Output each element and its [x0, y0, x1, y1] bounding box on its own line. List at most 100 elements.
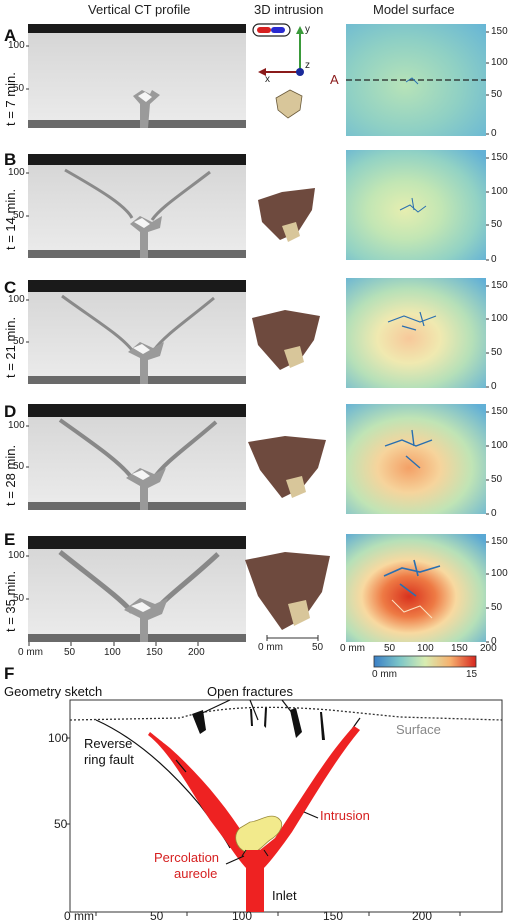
intrusion-label: Intrusion: [320, 808, 370, 823]
ct-tick-marks: [26, 45, 199, 646]
ct-x-tick: 0 mm: [18, 647, 43, 658]
ct-y-tick: 50: [13, 83, 25, 94]
surface-x-tick: 150: [451, 643, 468, 654]
surface-y-tick: 50: [491, 347, 503, 358]
sketch-x-tick: 200: [412, 909, 433, 923]
sketch-x-tick: 0 mm: [64, 909, 94, 923]
model-surface-d: [346, 404, 486, 514]
header-3d-intrusion: 3D intrusion: [254, 2, 324, 17]
percolation-aureole: [235, 815, 283, 854]
reverse-ring-fault-label-2: ring fault: [84, 752, 134, 767]
surface-y-tick: 0: [491, 254, 497, 265]
surface-y-tick: 100: [491, 313, 508, 324]
surface-x-tick: 0 mm: [340, 643, 365, 654]
open-fractures-label: Open fractures: [207, 684, 293, 699]
sketch-title: Geometry sketch: [4, 684, 103, 699]
sketch-axes: [66, 699, 503, 916]
surface-y-tick: 0: [491, 636, 497, 647]
axis-label-x: x: [265, 74, 270, 85]
sketch-x-tick: 100: [232, 909, 253, 923]
colorbar-min-label: 0 mm: [372, 669, 397, 680]
intrusion-scale-fifty: 50: [312, 642, 324, 653]
row-label-b: B: [4, 150, 17, 169]
axis-label-z: z: [305, 60, 310, 71]
row-label-c: C: [4, 278, 17, 297]
surface-x-tick: 200: [480, 643, 497, 654]
intrusion-3d-e: [245, 552, 330, 630]
axis-label-y: y: [305, 24, 310, 35]
surface-y-tick: 100: [491, 57, 508, 68]
surface-y-tick: 0: [491, 381, 497, 392]
ct-y-tick: 100: [8, 167, 25, 178]
ct-y-tick: 50: [13, 461, 25, 472]
intrusion-scale-zero: 0 mm: [258, 642, 283, 653]
fracture-leader-2: [249, 699, 259, 721]
ct-x-tick: 100: [104, 647, 121, 658]
ct-y-tick: 50: [13, 336, 25, 347]
surface-y-tick: 50: [491, 219, 503, 230]
reverse-ring-fault-label-1: Reverse: [84, 736, 133, 751]
time-label-a: t = 7 min.: [3, 72, 18, 126]
colorbar-max-label: 15: [466, 669, 478, 680]
header-ct-profile: Vertical CT profile: [88, 2, 191, 17]
inlet-edges: [241, 849, 269, 857]
surface-y-tick: 150: [491, 406, 508, 417]
ct-y-tick: 100: [8, 40, 25, 51]
surface-y-tick: 0: [491, 508, 497, 519]
panel-label-f: F: [4, 664, 15, 683]
row-label-a: A: [4, 26, 17, 45]
fault-label-leader: [175, 759, 187, 773]
section-marker-a: A: [330, 72, 339, 87]
inlet-conduit: [246, 850, 264, 912]
sketch-surface-line: [69, 706, 503, 721]
ct-profile-d: [28, 404, 246, 510]
time-label-c: t = 21 min.: [3, 316, 18, 378]
intrusion-3d-b: [258, 188, 315, 242]
surface-x-tick: 50: [384, 643, 396, 654]
ct-x-tick: 150: [146, 647, 163, 658]
model-surface-c: [346, 278, 486, 388]
intrusion-label-leader: [303, 811, 319, 819]
surface-x-tick: 100: [417, 643, 434, 654]
ct-profile-b: [28, 154, 246, 258]
surface-y-tick: 150: [491, 152, 508, 163]
surface-y-tick: 0: [491, 128, 497, 139]
surface-y-tick: 100: [491, 568, 508, 579]
open-fracture-marks: [192, 708, 325, 740]
intrusion-legend-capsule: [252, 23, 291, 37]
intrusion-3d-d: [248, 436, 326, 498]
surface-tick-marks: [486, 31, 489, 643]
row-label-e: E: [4, 530, 16, 549]
aureole-label-2: aureole: [174, 866, 218, 881]
ct-y-tick: 100: [8, 294, 25, 305]
surface-y-tick: 50: [491, 89, 503, 100]
header-model-surface: Model surface: [373, 2, 455, 17]
ct-x-tick: 50: [64, 647, 76, 658]
colorbar: [373, 655, 477, 668]
fracture-leader-1: [195, 699, 231, 717]
fracture-leader-3: [281, 699, 297, 719]
intrusion-3d-a: [275, 89, 303, 119]
ct-profile-c: [28, 280, 246, 384]
ct-y-tick: 50: [13, 210, 25, 221]
surface-label: Surface: [396, 722, 441, 737]
time-label-d: t = 28 min.: [3, 444, 18, 506]
sketch-y-tick: 50: [54, 817, 68, 831]
sketch-x-tick: 150: [323, 909, 344, 923]
axes-triad: [258, 26, 304, 76]
ct-profile-a: [28, 24, 246, 128]
surface-y-tick: 50: [491, 602, 503, 613]
surface-y-tick: 50: [491, 474, 503, 485]
ct-x-tick: 200: [188, 647, 205, 658]
aureole-label-1: Percolation: [154, 850, 220, 865]
surface-y-tick: 100: [491, 186, 508, 197]
intrusion-3d-c: [252, 310, 320, 370]
ct-y-tick: 50: [13, 593, 25, 604]
surface-y-tick: 100: [491, 440, 508, 451]
surface-y-tick: 150: [491, 280, 508, 291]
ct-profile-e: [28, 536, 246, 642]
sketch-x-tick: 50: [150, 909, 164, 923]
ct-y-tick: 100: [8, 420, 25, 431]
model-surface-b: [346, 150, 486, 260]
